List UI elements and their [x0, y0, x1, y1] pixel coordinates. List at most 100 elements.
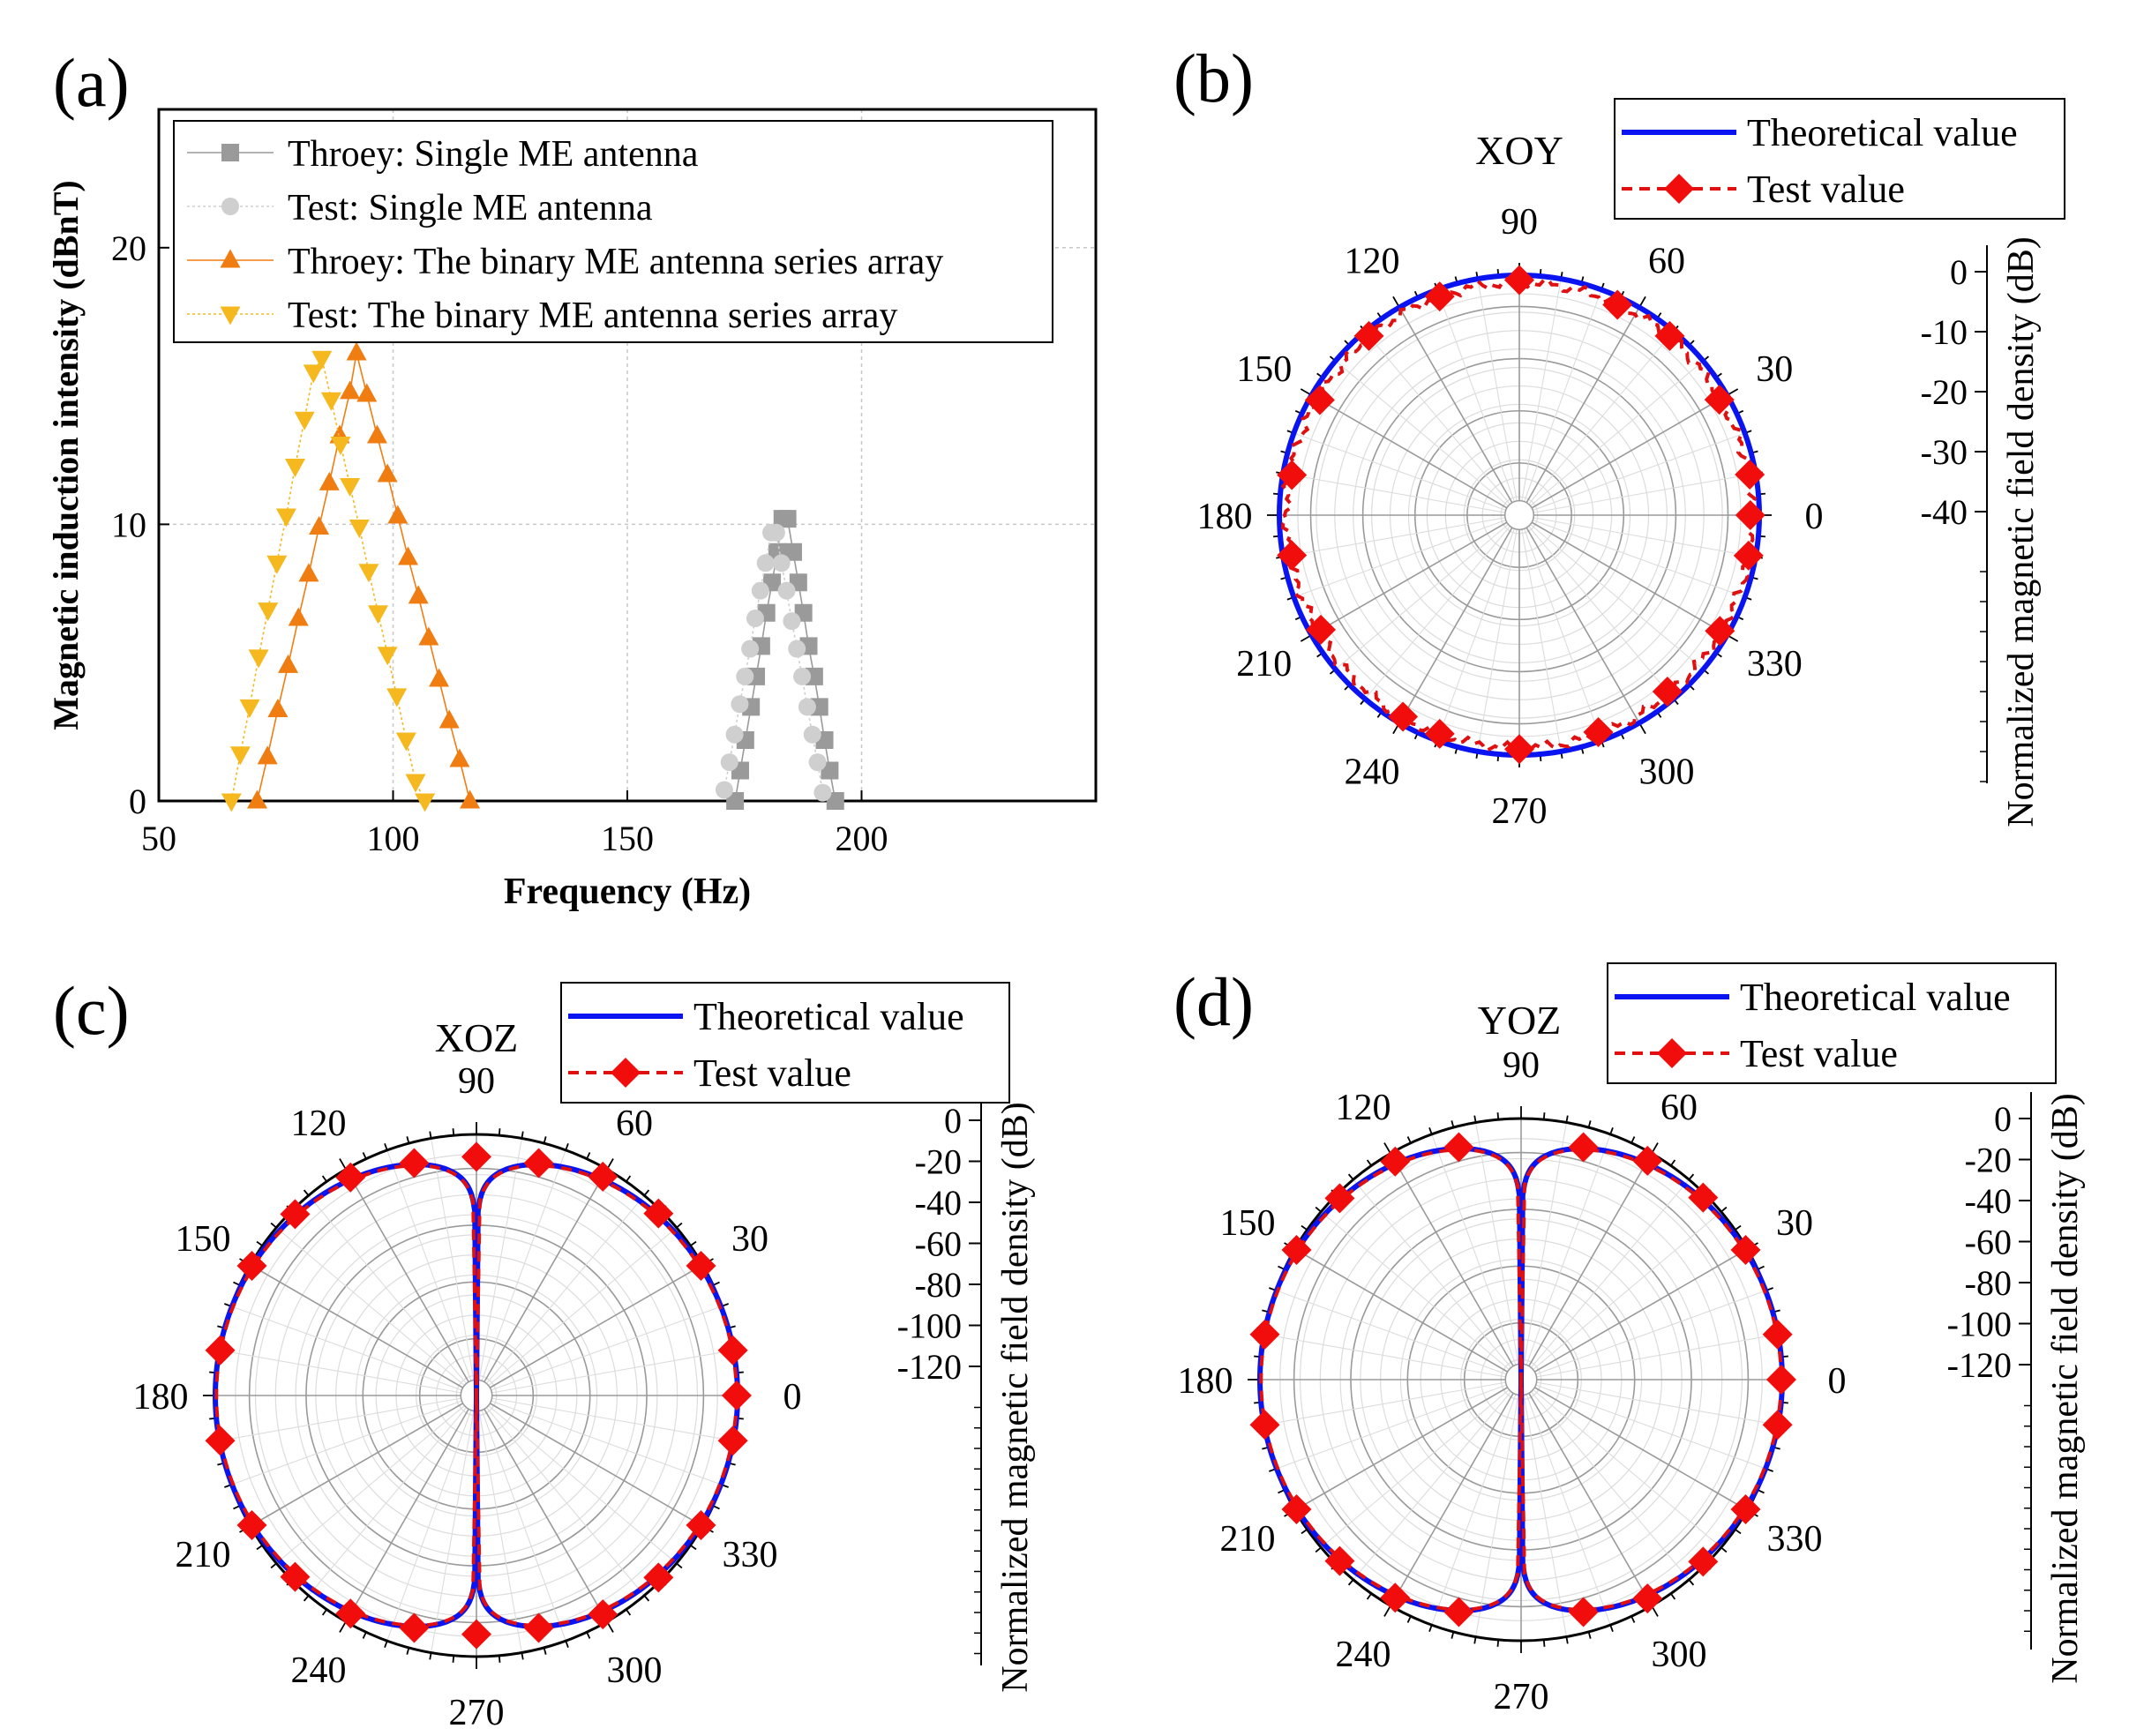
panel-d-test-point — [1380, 1583, 1411, 1613]
panel-d-angle-tick — [1670, 1159, 1676, 1167]
panel-c-angle-label: 120 — [291, 1104, 347, 1144]
panel-a-data-point — [805, 667, 823, 685]
panel-b-spoke — [1518, 473, 1756, 516]
panel-d-spoke — [1520, 1379, 1748, 1511]
panel-b-test-point — [1705, 616, 1735, 647]
panel-a-legend-items: Throey: Single ME antenna Test: Single ME… — [187, 134, 943, 336]
panel-a-data-point — [778, 510, 797, 528]
panel-b-spoke — [1398, 514, 1520, 723]
panel-c-radial-tick-label: 0 — [944, 1101, 962, 1141]
panel-c-test-point — [643, 1562, 674, 1593]
panel-d-angle-tick — [1428, 1624, 1433, 1632]
panel-b-spoke — [1364, 514, 1520, 700]
panel-c-angle-label: 60 — [616, 1104, 653, 1144]
panel-b-angle-label: 210 — [1236, 644, 1292, 685]
panel-c-plane-label: XOZ — [435, 1015, 519, 1060]
panel-c-test-point — [335, 1598, 366, 1629]
panel-d-angle-label: 150 — [1219, 1203, 1275, 1244]
panel-d-test-point — [1281, 1493, 1312, 1524]
panel-d-spoke — [1320, 1211, 1522, 1381]
panel-c-spoke — [275, 1227, 477, 1396]
panel-b-radial-tick-label: 0 — [1950, 252, 1968, 292]
panel-c-spoke — [345, 1169, 477, 1396]
panel-d-angle-label: 120 — [1336, 1088, 1391, 1128]
panel-d-spoke — [1520, 1122, 1567, 1381]
panel-a-data-point — [356, 383, 378, 402]
panel-c-spoke — [230, 1395, 477, 1485]
panel-b-test-point — [1735, 459, 1765, 490]
panel-a-legend: Throey: Single ME antenna Test: Single ME… — [173, 120, 1053, 343]
panel-d-angle-tick — [1347, 1173, 1354, 1180]
panel-c-angle-tick — [498, 1128, 501, 1136]
panel-d-test-point — [1443, 1132, 1474, 1163]
panel-c-angle-tick — [565, 1640, 569, 1648]
panel-b-test-point — [1277, 540, 1308, 571]
panel-c-angle-tick — [643, 1595, 650, 1602]
panel-c-spoke — [476, 1306, 723, 1396]
panel-d-test-point — [1632, 1583, 1663, 1614]
panel-d-spoke — [1353, 1379, 1522, 1581]
panel-b-spoke — [1283, 473, 1520, 516]
panel-d-angle-tick — [1542, 1112, 1546, 1120]
panel-d-angle-tick — [1496, 1639, 1500, 1647]
panel-c-angle-tick — [543, 1647, 547, 1655]
panel-a-data-point — [229, 746, 251, 766]
panel-a-x-tick-label: 50 — [141, 819, 176, 858]
panel-c-spoke — [386, 1149, 477, 1396]
panel-d-test-point — [1688, 1182, 1719, 1213]
panel-a-data-point — [248, 649, 269, 669]
panel-d-test-point — [1568, 1132, 1599, 1163]
panel-d-angle-tick — [1301, 1529, 1308, 1535]
panel-d-angle-tick — [1630, 1136, 1636, 1144]
panel-d-angle-tick — [1542, 1639, 1546, 1647]
panel-a-data-point — [731, 695, 749, 714]
panel-d-spoke — [1520, 1379, 1779, 1425]
panel-a-data-point — [746, 610, 764, 628]
panel-a-data-point — [810, 698, 828, 716]
panel-c-angle-tick — [626, 1608, 632, 1616]
panel-c-test-point — [717, 1335, 748, 1366]
panel-a-data-point — [415, 793, 436, 812]
panel-d-spoke — [1520, 1334, 1779, 1381]
panel-d-spoke — [1520, 1179, 1690, 1381]
panel-c-angle-tick — [303, 1189, 310, 1196]
panel-c-test-point — [205, 1335, 236, 1366]
panel-d-test-point — [1762, 1410, 1793, 1440]
panel-d-spoke — [1320, 1379, 1522, 1548]
panel-c-test-point — [717, 1425, 748, 1456]
panel-c-radial-tick-label: -20 — [915, 1142, 962, 1182]
panel-c-angle-tick — [521, 1131, 524, 1139]
panel-d-spoke — [1520, 1211, 1722, 1381]
panel-d-angle-tick — [1609, 1624, 1614, 1632]
panel-c-angle-tick — [498, 1655, 501, 1663]
panel-c-angle-tick — [689, 1240, 697, 1246]
panel-a-series-line — [256, 352, 471, 802]
panel-b-spoke — [1436, 289, 1520, 516]
panel-a-data-point — [266, 555, 288, 574]
panel-b-radial-axis-label: Normalized magnetic field density (dB) — [2001, 236, 2042, 827]
panel-d-legend-test-label: Test value — [1740, 1032, 1898, 1075]
panel-b-test-point — [1277, 460, 1308, 490]
panel-c-angle-label: 90 — [458, 1061, 495, 1102]
panel-d-angle-tick — [1428, 1127, 1433, 1135]
panel-c-test-point — [280, 1199, 311, 1230]
panel-d-angle-tick — [1278, 1265, 1286, 1270]
panel-c-angle-label: 30 — [731, 1219, 768, 1260]
panel-b-test-point — [1388, 701, 1419, 732]
panel-a-data-point — [405, 774, 426, 793]
panel-c-spoke — [431, 1138, 477, 1396]
panel-b-center — [1503, 499, 1535, 531]
panel-c-legend-test-label: Test value — [693, 1051, 851, 1095]
panel-d-polar-area: 03060901201501802102402703003300-20-40-6… — [1178, 962, 2086, 1717]
panel-d-angle-tick — [1720, 1546, 1728, 1553]
panel-c-spoke — [476, 1138, 522, 1396]
panel-d-angle-tick — [1301, 1224, 1308, 1231]
panel-d-angle-label: 180 — [1178, 1361, 1233, 1402]
panel-a-legend-label: Test: Single ME antenna — [288, 188, 653, 228]
panel-c-angle-tick — [270, 1562, 277, 1569]
panel-d-spoke — [1390, 1379, 1522, 1606]
panel-d-spoke — [1520, 1379, 1653, 1606]
panel-c-legend-box — [560, 982, 1010, 1104]
panel-a-legend-label: Throey: Single ME antenna — [288, 134, 699, 175]
panel-a-data-point — [460, 789, 481, 809]
